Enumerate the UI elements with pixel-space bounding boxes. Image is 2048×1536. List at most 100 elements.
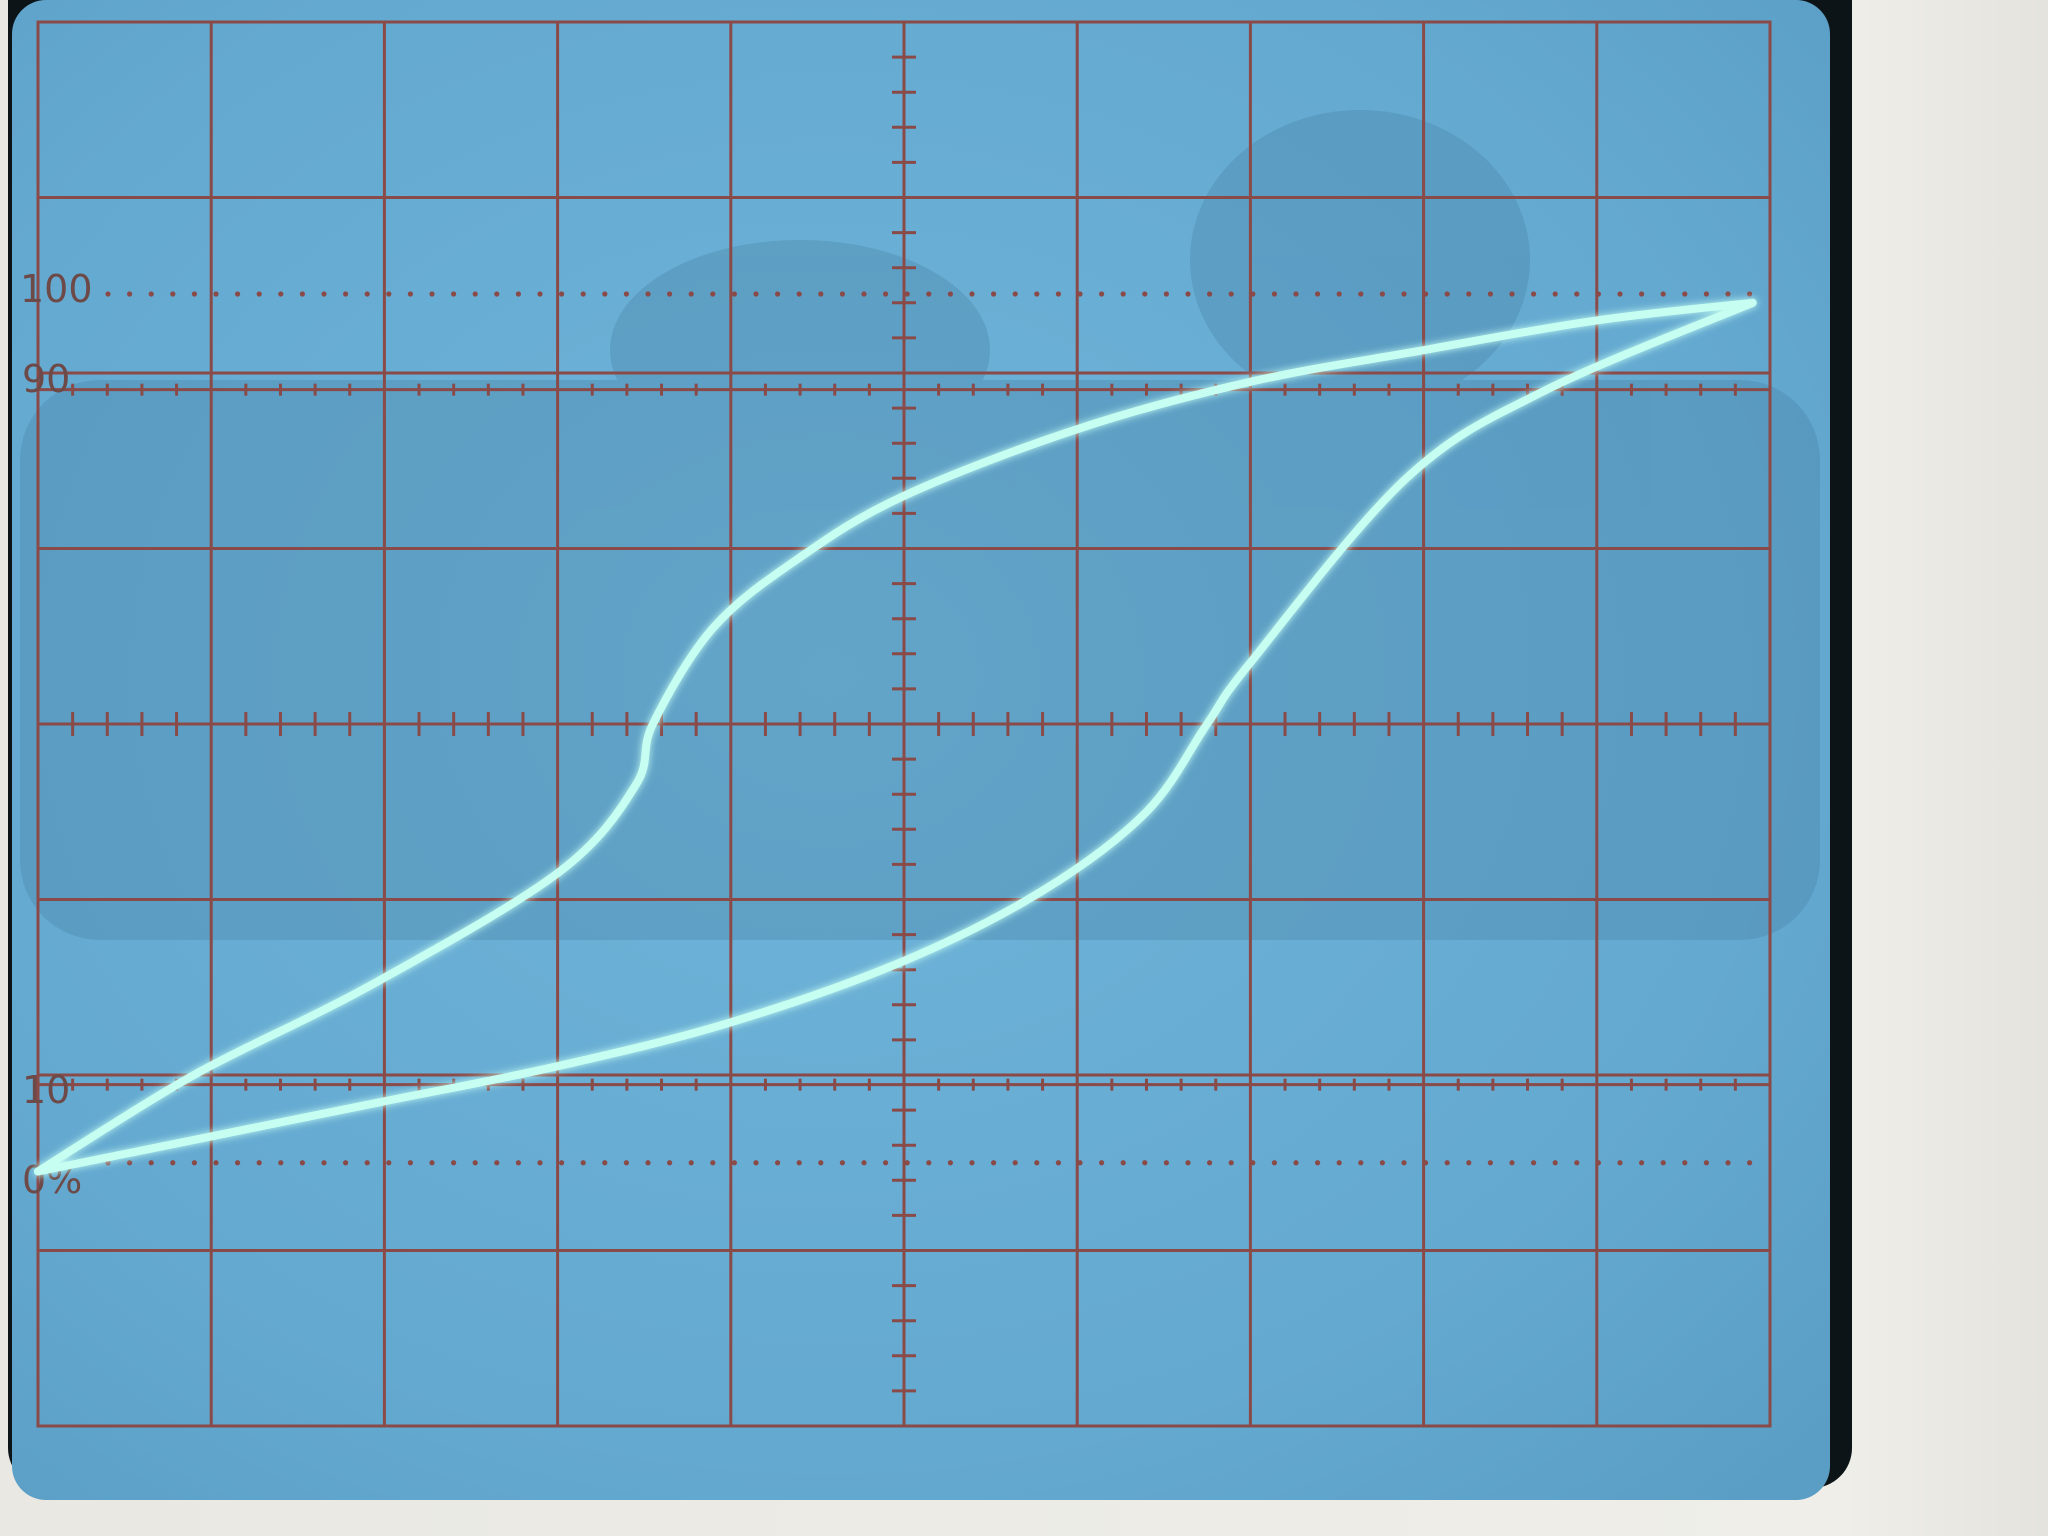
reference-dot [1336, 1160, 1342, 1166]
reference-dot [1012, 291, 1018, 297]
reference-dot [515, 291, 522, 297]
reference-dot [1703, 291, 1709, 297]
reference-dot [191, 1160, 197, 1166]
reference-dot [451, 1160, 457, 1166]
reference-dot [1336, 291, 1342, 297]
reference-dot [1099, 291, 1105, 297]
reference-dot [1617, 1160, 1623, 1166]
reference-dot [1315, 1160, 1321, 1166]
reference-dot [1228, 291, 1234, 297]
reference-dot [256, 291, 262, 297]
reference-dot [1747, 1160, 1753, 1166]
reference-dot [537, 291, 543, 297]
label-90: 90 [22, 357, 70, 401]
reference-dot [1293, 291, 1299, 297]
reference-dot [1379, 1160, 1385, 1166]
reference-dot [537, 1160, 543, 1166]
reference-dot [775, 1160, 781, 1166]
reference-dot [407, 1160, 413, 1166]
reference-dot [1423, 291, 1429, 297]
reference-dot [1531, 291, 1537, 297]
reference-dot [1120, 1160, 1126, 1166]
reference-dot [1163, 1160, 1169, 1166]
reference-dot [343, 291, 349, 297]
reference-dot [1682, 291, 1688, 297]
reference-dot [1142, 291, 1148, 297]
reference-dot [321, 1160, 327, 1166]
reference-dot [731, 1160, 738, 1166]
reference-dot [1185, 1160, 1191, 1166]
reference-dot [170, 1160, 176, 1166]
reference-dot [1250, 291, 1256, 297]
reference-dot [1207, 1160, 1213, 1166]
reference-dot [148, 291, 154, 297]
reference-dot [235, 1160, 241, 1166]
trace-lower-branch [34, 298, 1757, 1176]
reference-dot [818, 291, 824, 297]
reference-dot [1163, 291, 1169, 297]
reference-dot [256, 1160, 262, 1166]
reference-dot [710, 291, 716, 297]
reference-dot [861, 291, 867, 297]
reference-dot [429, 291, 435, 297]
reference-dot [1423, 1160, 1429, 1166]
reference-dot [883, 1160, 889, 1166]
reference-dot [861, 1160, 867, 1166]
reference-dot [623, 1160, 630, 1166]
reference-dot [364, 291, 370, 297]
reference-dot [1401, 291, 1407, 297]
reference-dot [1228, 1160, 1234, 1166]
hysteresis-trace [34, 298, 1757, 1176]
reference-dot [710, 1160, 716, 1166]
reference-dot [580, 1160, 586, 1166]
reference-dot [494, 1160, 500, 1166]
reference-dot [775, 291, 781, 297]
phosphor-face [12, 0, 1830, 1500]
reference-dot [1444, 1160, 1450, 1166]
reference-dot [559, 1160, 565, 1166]
reference-dot [1487, 291, 1493, 297]
reference-dot [1466, 291, 1472, 297]
reference-dot [1444, 291, 1450, 297]
label-100: 100 [20, 267, 93, 311]
reference-dot [926, 1160, 932, 1166]
reference-dot [947, 291, 954, 297]
reference-dot [1099, 1160, 1105, 1166]
reference-dot [1639, 291, 1645, 297]
reference-dot [1077, 291, 1083, 297]
reference-dot [407, 291, 413, 297]
reference-dot [753, 291, 759, 297]
reference-dot [1207, 291, 1213, 297]
reference-dot [429, 1160, 435, 1166]
reference-dot [645, 1160, 651, 1166]
reference-dot [1077, 1160, 1083, 1166]
reference-dot [1725, 291, 1731, 297]
reference-dot [1055, 1160, 1061, 1166]
reference-dot [105, 291, 111, 297]
reference-dot [969, 291, 975, 297]
reference-dot [883, 291, 889, 297]
reference-dot [1142, 1160, 1148, 1166]
reference-dot [1120, 291, 1126, 297]
reference-dot [1660, 1160, 1666, 1166]
reference-dot [926, 291, 932, 297]
reference-dot [148, 1160, 154, 1166]
reference-dot [753, 1160, 759, 1166]
reference-dot [1682, 1160, 1688, 1166]
reference-dot [299, 1160, 305, 1166]
reference-dot [1034, 1160, 1040, 1166]
reference-dot [299, 291, 305, 297]
reference-dot [191, 291, 197, 297]
reference-dot [796, 1160, 802, 1166]
reference-dot [1574, 1160, 1580, 1166]
reference-dot [278, 1160, 284, 1166]
reference-dot [1552, 291, 1558, 297]
reference-dot [602, 291, 608, 297]
reference-dot [213, 1160, 219, 1166]
trace-upper-branch [34, 298, 1757, 1176]
reference-dot [688, 1160, 694, 1166]
reference-dot [1466, 1160, 1472, 1166]
reference-dot [1487, 1160, 1493, 1166]
reference-dot [1595, 1160, 1601, 1166]
